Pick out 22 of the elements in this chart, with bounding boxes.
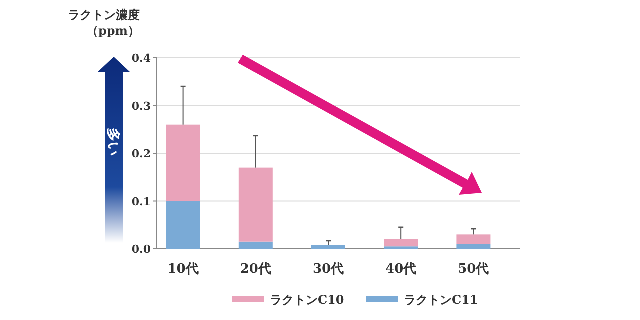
bar	[384, 239, 418, 247]
legend-label: ラクトンC11	[404, 293, 478, 307]
bar	[166, 201, 200, 249]
bar	[238, 168, 273, 242]
y-axis-title: ラクトン濃度（ppm）	[68, 8, 140, 38]
bar	[166, 124, 200, 202]
y-tick-label: 0.2	[132, 148, 151, 160]
x-tick-label: 20代	[240, 262, 272, 277]
bar	[238, 242, 273, 249]
x-tick-label: 10代	[168, 262, 199, 277]
bar	[312, 245, 346, 249]
y-tick-label: 0.3	[132, 100, 151, 113]
x-tick-label: 40代	[386, 262, 417, 277]
x-tick-label: 30代	[312, 262, 344, 277]
y-tick-label: 0.4	[132, 52, 152, 65]
legend-label: ラクトンC10	[270, 293, 344, 307]
y-tick-label: 0.1	[132, 195, 151, 208]
bar	[456, 244, 491, 249]
bar	[456, 234, 491, 244]
y-tick-label: 0.0	[132, 243, 152, 256]
x-tick-label: 50代	[458, 262, 490, 277]
text: 多い	[105, 128, 121, 156]
